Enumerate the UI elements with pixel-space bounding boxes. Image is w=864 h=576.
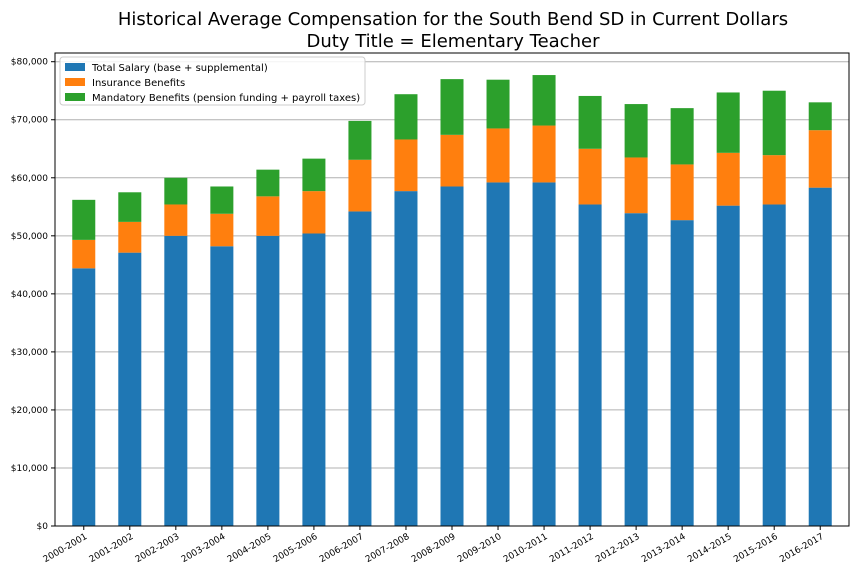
bar-segment	[762, 155, 786, 205]
y-tick-label: $10,000	[11, 464, 48, 474]
bar-segment	[72, 199, 96, 240]
bar-segment	[808, 102, 832, 131]
bar-segment	[164, 235, 188, 526]
y-tick-label: $40,000	[11, 290, 48, 300]
legend-label: Mandatory Benefits (pension funding + pa…	[92, 93, 360, 104]
x-tick-label: 2009-2010	[456, 532, 504, 565]
bar-segment	[532, 125, 556, 183]
bar-segment	[72, 268, 96, 526]
x-tick-label: 2001-2002	[88, 532, 135, 565]
bar-segment	[348, 159, 372, 212]
legend-label: Total Salary (base + supplemental)	[91, 63, 268, 74]
bar-segment	[486, 79, 510, 129]
bar-segment	[118, 192, 142, 222]
x-tick-label: 2003-2004	[180, 532, 228, 565]
x-tick-label: 2012-2013	[594, 532, 641, 565]
x-tick-label: 2013-2014	[640, 532, 688, 565]
bar-segment	[440, 134, 464, 187]
x-tick-label: 2006-2007	[318, 532, 365, 565]
bar-segment	[164, 177, 188, 205]
bar-segment	[440, 79, 464, 135]
bar-segment	[164, 204, 188, 236]
bars	[72, 75, 832, 527]
bar-segment	[716, 92, 740, 153]
bar-segment	[532, 75, 556, 126]
bar-segment	[808, 187, 832, 527]
bar-segment	[348, 211, 372, 526]
bar-segment	[624, 157, 648, 214]
legend[interactable]: Total Salary (base + supplemental) Insura…	[59, 56, 366, 106]
bar-segment	[624, 104, 648, 158]
plot-frame	[54, 52, 850, 527]
bar-segment	[118, 221, 142, 253]
bar-segment	[302, 158, 326, 192]
bar-segment	[210, 246, 234, 526]
legend-label: Insurance Benefits	[92, 78, 185, 89]
bar-segment	[578, 148, 602, 205]
x-tick-label: 2008-2009	[410, 532, 458, 565]
x-tick-label: 2016-2017	[778, 532, 825, 565]
bar-segment	[762, 204, 786, 526]
bar-segment	[118, 252, 142, 527]
x-tick-label: 2007-2008	[364, 532, 412, 565]
y-tick-label: $0	[37, 522, 49, 532]
bar-segment	[716, 205, 740, 526]
legend-swatch	[65, 78, 85, 86]
y-tick-label: $60,000	[11, 174, 48, 184]
bar-segment	[808, 130, 832, 188]
bar-segment	[486, 128, 510, 183]
x-axis: 2000-20012001-20022002-20032003-20042004…	[42, 526, 826, 565]
bar-segment	[256, 169, 280, 197]
bar-segment	[210, 213, 234, 247]
x-tick-label: 2015-2016	[732, 532, 780, 565]
bar-segment	[394, 94, 418, 140]
bar-segment	[256, 196, 280, 236]
bar-segment	[716, 152, 740, 206]
bar-segment	[578, 95, 602, 149]
y-tick-label: $20,000	[11, 406, 48, 416]
bar-segment	[302, 233, 326, 526]
bar-segment	[348, 120, 372, 160]
x-tick-label: 2010-2011	[502, 532, 549, 565]
bar-segment	[394, 139, 418, 192]
x-tick-label: 2000-2001	[42, 532, 89, 565]
bar-segment	[394, 191, 418, 526]
chart-title: Historical Average Compensation for the …	[118, 9, 788, 30]
bar-segment	[302, 191, 326, 234]
x-tick-label: 2011-2012	[548, 532, 595, 565]
chart-subtitle: Duty Title = Elementary Teacher	[307, 31, 601, 52]
bar-segment	[670, 220, 694, 527]
bar-segment	[256, 235, 280, 526]
bar-segment	[578, 204, 602, 526]
legend-swatch	[65, 93, 85, 101]
legend-swatch	[65, 63, 85, 71]
bar-segment	[440, 186, 464, 526]
y-tick-label: $70,000	[11, 116, 48, 126]
legend-box	[59, 56, 366, 106]
bar-segment	[532, 182, 556, 526]
y-tick-label: $30,000	[11, 348, 48, 358]
y-axis: $0 $10,000 $20,000 $30,000 $40,000 $50,000 $60…	[11, 58, 55, 532]
bar-segment	[624, 213, 648, 527]
bar-segment	[762, 90, 786, 156]
bar-segment	[670, 164, 694, 221]
x-tick-label: 2014-2015	[686, 532, 733, 565]
x-tick-label: 2005-2006	[272, 532, 320, 565]
x-tick-label: 2004-2005	[226, 532, 273, 565]
y-tick-label: $50,000	[11, 232, 48, 242]
bar-segment	[72, 239, 96, 269]
bar-segment	[670, 108, 694, 165]
x-tick-label: 2002-2003	[134, 532, 181, 565]
y-tick-label: $80,000	[11, 58, 48, 68]
bar-segment	[486, 182, 510, 526]
bar-segment	[210, 186, 234, 214]
